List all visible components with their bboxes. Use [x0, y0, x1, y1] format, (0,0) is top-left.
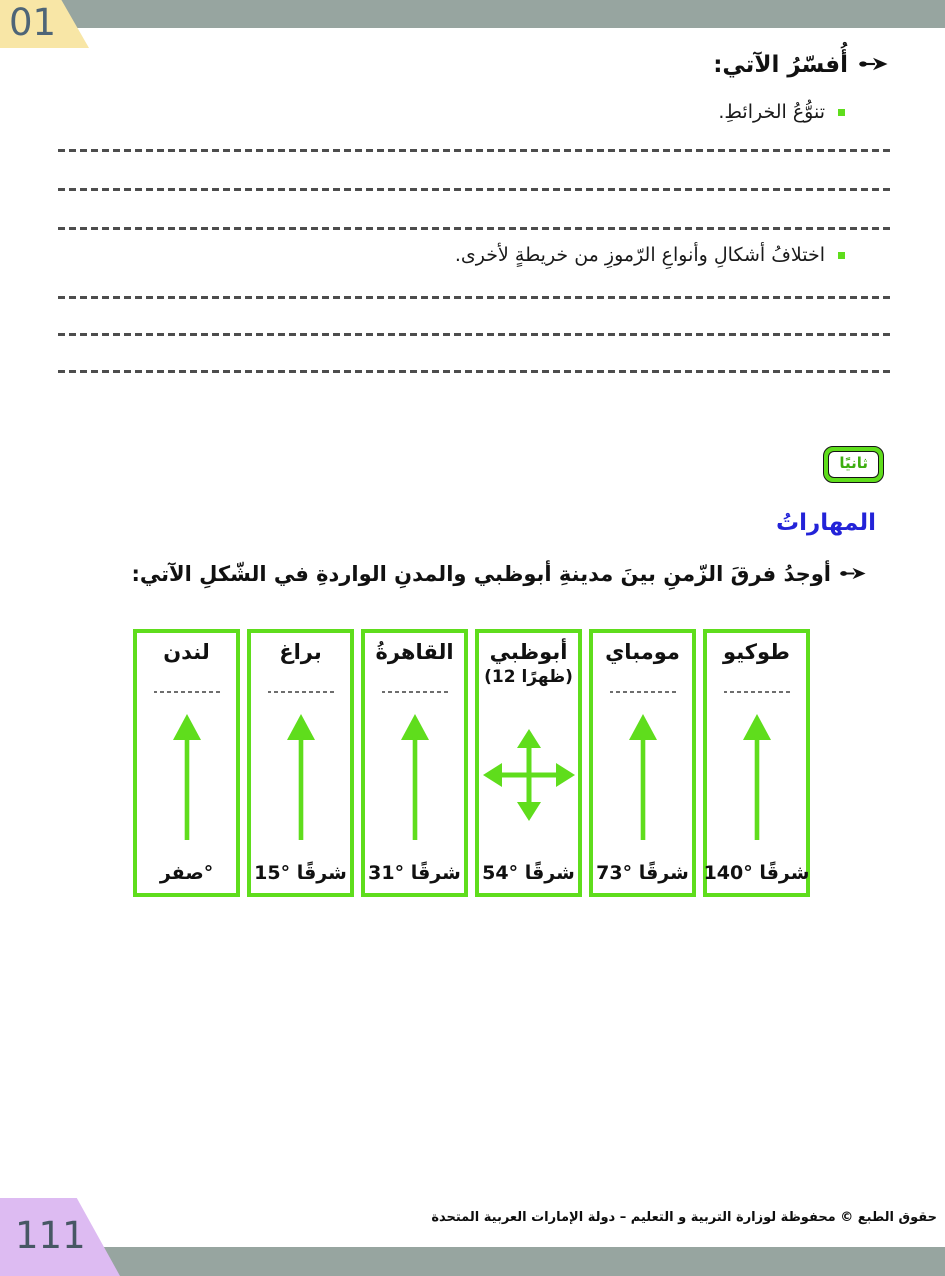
city-box-tokyo: طوكيو 140° شرقًا [703, 629, 810, 897]
city-box-prague: براغ 15° شرقًا [247, 629, 354, 897]
city-name: أبوظبي [489, 640, 568, 664]
bullet-item-symbols-difference: اختلافُ أشكالِ وأنواعِ الرّموزِ من خريطة… [455, 244, 845, 266]
up-arrow-icon [251, 693, 350, 862]
unit-number: 01 [9, 1, 57, 44]
city-boxes-row: طوكيو 140° شرقًا مومباي 73° شرقًا أبوظبي… [133, 629, 810, 897]
dart-arrow-icon [840, 565, 866, 584]
longitude-label: 31° شرقًا [368, 862, 461, 884]
copyright-text: حقوق الطبع © محفوظة لوزارة التربية و الت… [431, 1210, 937, 1225]
skills-title: المهاراتُ [776, 510, 876, 536]
city-answer-line [723, 691, 790, 693]
square-bullet-icon [838, 251, 845, 259]
city-name: طوكيو [723, 640, 790, 664]
bullet-text: تنوُّعُ الخرائطِ. [718, 101, 825, 123]
dart-arrow-icon [859, 56, 888, 75]
city-name: مومباي [605, 640, 680, 664]
city-answer-line [381, 691, 448, 693]
square-bullet-icon [838, 108, 845, 116]
up-arrow-icon [707, 693, 806, 862]
top-bar [0, 0, 945, 28]
page-number-badge: 111 [0, 1198, 120, 1276]
answer-line [57, 333, 890, 336]
up-arrow-icon [137, 693, 236, 862]
city-answer-line [267, 691, 334, 693]
answer-line [57, 227, 890, 230]
longitude-label: 54° شرقًا [482, 862, 575, 884]
city-box-abudhabi: أبوظبي (12 ظهرًا) 54° شرقًا [475, 629, 582, 897]
city-name: براغ [279, 640, 322, 664]
up-arrow-icon [593, 693, 692, 862]
longitude-label: 140° شرقًا [703, 862, 810, 884]
longitude-label: 73° شرقًا [596, 862, 689, 884]
city-answer-line [609, 691, 676, 693]
city-answer-line [153, 691, 220, 693]
city-name: لندن [163, 640, 210, 664]
city-name: القاهرةُ [375, 640, 454, 664]
time-note: (12 ظهرًا) [484, 667, 573, 687]
secondly-badge: ثانيًا [823, 446, 884, 483]
answer-line [57, 188, 890, 191]
secondly-badge-label: ثانيًا [828, 451, 879, 478]
explain-heading: أُفسّرُ الآتي: [713, 52, 848, 78]
explain-heading-row: أُفسّرُ الآتي: [713, 52, 888, 78]
answer-line [57, 149, 890, 152]
bullet-item-maps-variety: تنوُّعُ الخرائطِ. [718, 101, 845, 123]
up-arrow-icon [365, 693, 464, 862]
bottom-bar [0, 1247, 945, 1276]
instruction-text: أوجدُ فرقَ الزّمنِ بينَ مدينةِ أبوظبي وا… [131, 562, 831, 586]
bullet-text: اختلافُ أشكالِ وأنواعِ الرّموزِ من خريطة… [454, 244, 825, 266]
cross-arrow-icon [479, 687, 578, 862]
city-box-london: لندن صفر° [133, 629, 240, 897]
instruction-row: أوجدُ فرقَ الزّمنِ بينَ مدينةِ أبوظبي وا… [131, 562, 866, 586]
answer-line [57, 370, 890, 373]
longitude-label: 15° شرقًا [254, 862, 347, 884]
page-number: 111 [15, 1214, 86, 1257]
city-box-mumbai: مومباي 73° شرقًا [589, 629, 696, 897]
city-box-cairo: القاهرةُ 31° شرقًا [361, 629, 468, 897]
longitude-label: صفر° [159, 862, 214, 884]
answer-line [57, 296, 890, 299]
